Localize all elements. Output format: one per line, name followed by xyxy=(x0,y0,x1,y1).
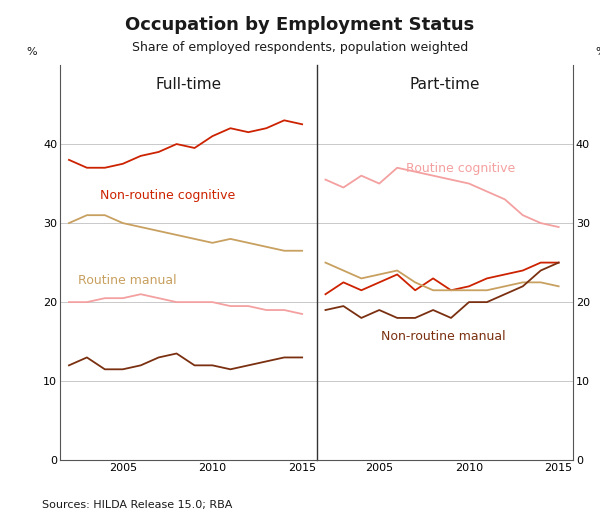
Text: Share of employed respondents, population weighted: Share of employed respondents, populatio… xyxy=(132,41,468,54)
Text: Routine cognitive: Routine cognitive xyxy=(406,162,515,175)
Text: Routine manual: Routine manual xyxy=(78,275,176,288)
Text: Occupation by Employment Status: Occupation by Employment Status xyxy=(125,16,475,34)
Text: Full-time: Full-time xyxy=(155,77,221,92)
Text: Non-routine manual: Non-routine manual xyxy=(380,330,505,343)
Text: Non-routine cognitive: Non-routine cognitive xyxy=(100,189,235,202)
Text: Part-time: Part-time xyxy=(409,77,480,92)
Text: %: % xyxy=(596,47,600,57)
Text: %: % xyxy=(26,47,37,57)
Text: Sources: HILDA Release 15.0; RBA: Sources: HILDA Release 15.0; RBA xyxy=(42,500,232,510)
